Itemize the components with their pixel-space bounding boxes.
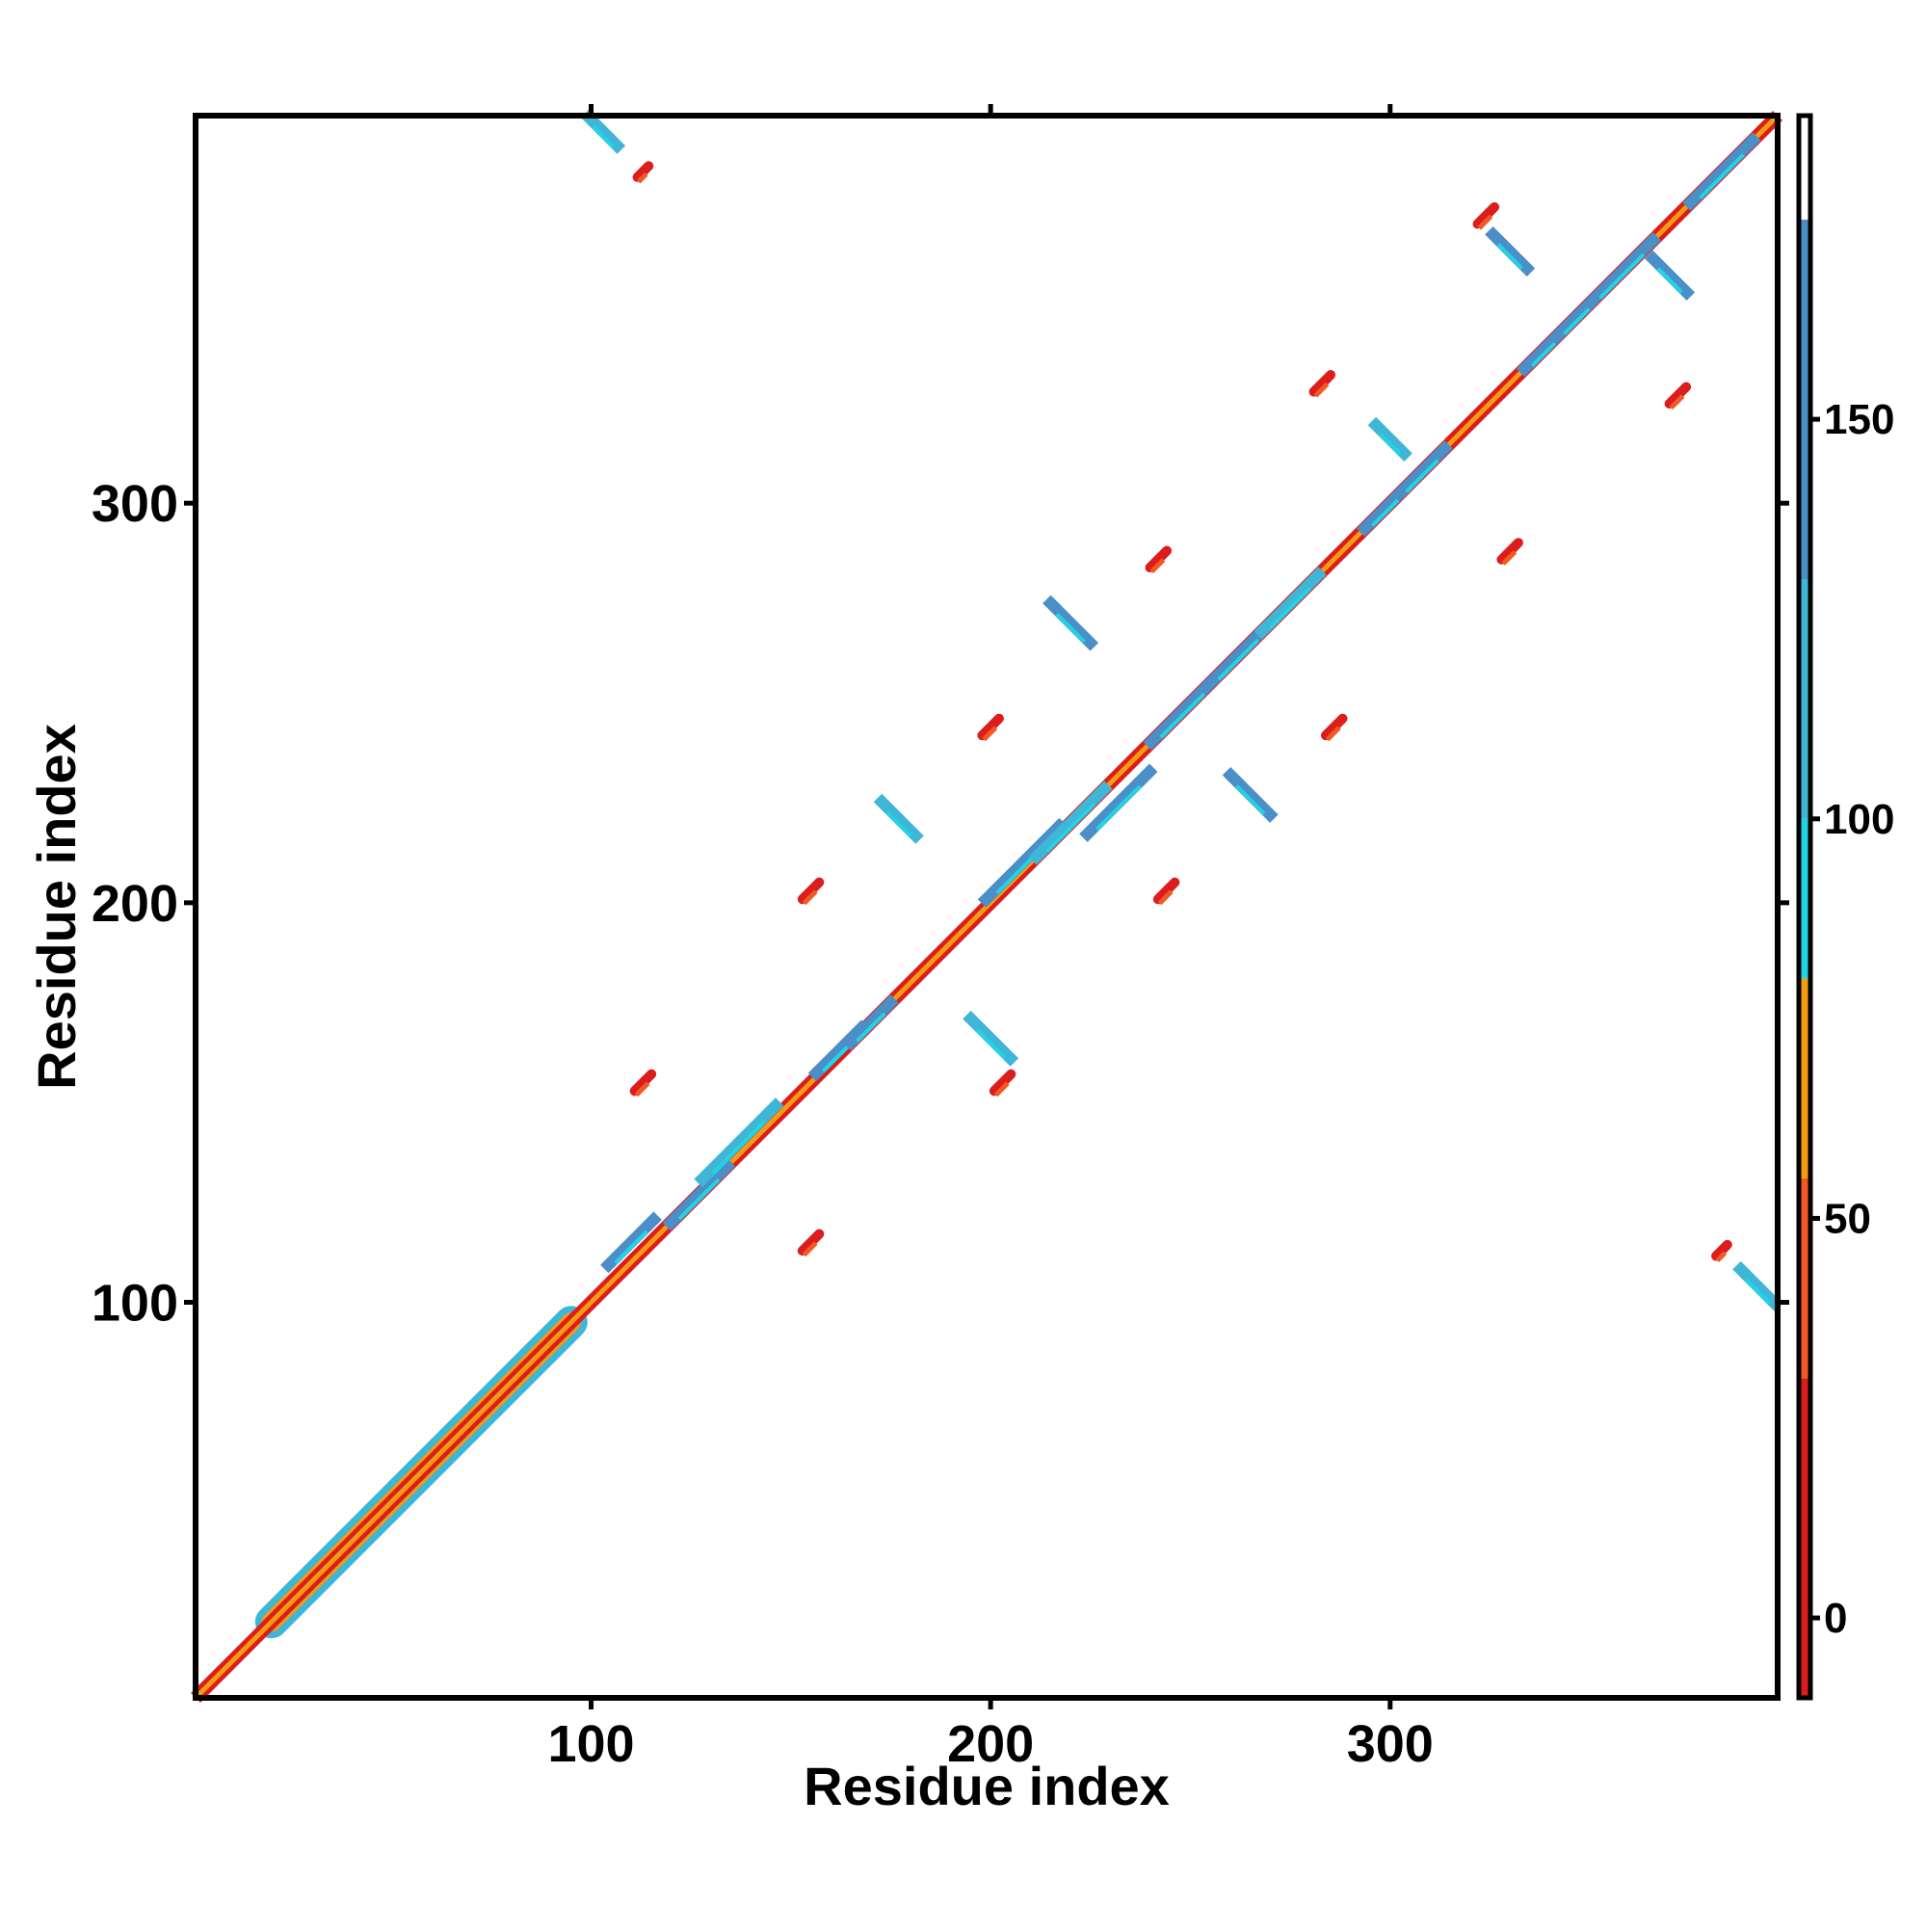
contact-strand-0: [600, 1211, 662, 1274]
contact-blob-edge-37: [1669, 394, 1685, 410]
colorbar-band-5: [1799, 219, 1810, 579]
contact-strand-edge-24: [592, 124, 615, 148]
contact-strand-edge-20: [1234, 784, 1266, 815]
x-tick-label-0: 100: [547, 1715, 634, 1773]
contact-strand-edge-19: [1055, 612, 1086, 644]
contact-strand-4: [842, 994, 899, 1051]
contact-blob-31: [1152, 877, 1180, 905]
contact-strand-10: [1254, 567, 1327, 640]
contact-strand-2: [694, 1098, 784, 1188]
contact-strand-24: [580, 109, 626, 154]
y-tick-label-0: 100: [92, 1275, 178, 1333]
y-tick-label-2: 300: [92, 475, 178, 533]
contact-strand-edge-21: [1379, 433, 1402, 456]
contact-blob-edge-27: [802, 1241, 818, 1257]
colorbar-tick-label-2: 100: [1824, 796, 1894, 843]
contact-strand-9: [1201, 619, 1275, 692]
contact-blob-38: [632, 161, 654, 182]
contact-blob-edge-28: [802, 889, 818, 906]
contact-strand-1: [662, 1157, 736, 1231]
contact-blob-36: [1472, 201, 1500, 229]
contact-blob-28: [797, 877, 825, 905]
contact-strand-19: [1043, 595, 1099, 651]
contact-blob-32: [1145, 545, 1173, 573]
contact-strand-12: [1391, 440, 1453, 502]
contact-blob-27: [797, 1229, 825, 1257]
contact-blob-edge-30: [982, 726, 998, 742]
contact-strand-edge-12: [1405, 459, 1439, 493]
contact-strand-edge-9: [1217, 638, 1260, 681]
contact-strand-edge-10: [1269, 586, 1312, 629]
contact-strand-edge-18: [975, 1028, 1006, 1059]
contact-blob-edge-32: [1149, 558, 1166, 574]
contact-strand-edge-0: [614, 1230, 648, 1265]
colorbar-band-4: [1799, 578, 1810, 819]
contact-strand-edge-15: [1598, 252, 1646, 300]
x-tick-label-2: 300: [1347, 1715, 1434, 1773]
contact-blob-edge-35: [1501, 549, 1518, 566]
contact-strand-edge-6: [1045, 802, 1096, 853]
contact-blob-29: [989, 1069, 1016, 1097]
contact-strand-7: [1079, 763, 1158, 842]
colorbar-band-2: [1799, 978, 1810, 1178]
contact-blob-33: [1320, 713, 1348, 741]
axes: 100 200 300 100 200 300: [92, 104, 1789, 1773]
contact-blob-edge-38: [636, 172, 648, 184]
contact-strand-edge-7: [1095, 784, 1142, 832]
contact-strand-17: [873, 793, 924, 844]
contact-blob-edge-39: [1715, 1251, 1728, 1263]
colorbar-tick-label-1: 50: [1824, 1195, 1871, 1242]
contact-strand-edge-23: [1656, 267, 1683, 294]
contact-strand-edge-4: [856, 1012, 886, 1043]
contact-blob-26: [629, 1069, 657, 1097]
contact-blob-edge-29: [993, 1081, 1010, 1098]
x-tick-label-1: 200: [947, 1715, 1034, 1773]
x-axis-title: Residue index: [804, 1756, 1170, 1816]
colorbar-tick-label-3: 150: [1824, 396, 1894, 443]
colorbar-band-3: [1799, 818, 1810, 979]
contact-strand-21: [1367, 416, 1412, 462]
contact-strand-edge-22: [1496, 243, 1523, 270]
colorbar-band-6: [1799, 116, 1810, 220]
contact-strand-edge-1: [677, 1178, 721, 1221]
colorbar-band-1: [1799, 1178, 1810, 1379]
contact-strand-18: [963, 1010, 1019, 1067]
contact-strand-25: [1732, 1260, 1783, 1311]
contact-blob-edge-33: [1325, 726, 1341, 742]
colorbar-frame: [1796, 113, 1813, 1701]
contact-blob-35: [1496, 538, 1523, 565]
contact-blob-edge-31: [1157, 889, 1174, 906]
contact-strand-edge-25: [1744, 1278, 1771, 1305]
contact-blob-34: [1308, 370, 1336, 397]
contact-strand-edge-16: [1699, 153, 1745, 199]
contact-blob-30: [977, 713, 1004, 741]
contact-strand-edge-8: [1159, 692, 1206, 739]
contact-strand-22: [1485, 225, 1536, 278]
contact-strand-20: [1222, 766, 1279, 823]
contact-strand-23: [1645, 250, 1696, 301]
contact-strand-edge-2: [711, 1120, 766, 1175]
contact-strand-15: [1582, 232, 1661, 311]
plot-frame: [193, 113, 1781, 1701]
colorbar-band-0: [1799, 1378, 1810, 1698]
contact-strand-6: [1028, 781, 1113, 865]
contact-blob-39: [1711, 1239, 1732, 1261]
heatmap-cells: [191, 109, 1783, 1703]
colorbar: 0 50 100 150: [1796, 113, 1894, 1701]
y-axis-title: Residue index: [26, 724, 87, 1090]
contact-strand-edge-17: [885, 810, 912, 837]
colorbar-tick-label-0: 0: [1824, 1595, 1847, 1642]
contact-strand-16: [1682, 132, 1761, 211]
contact-blob-edge-34: [1313, 382, 1330, 398]
contact-blob-edge-26: [634, 1081, 650, 1098]
contact-blob-edge-36: [1477, 214, 1493, 230]
contact-strand-8: [1143, 672, 1222, 751]
y-tick-label-1: 200: [92, 875, 178, 933]
contact-blob-37: [1664, 382, 1692, 410]
